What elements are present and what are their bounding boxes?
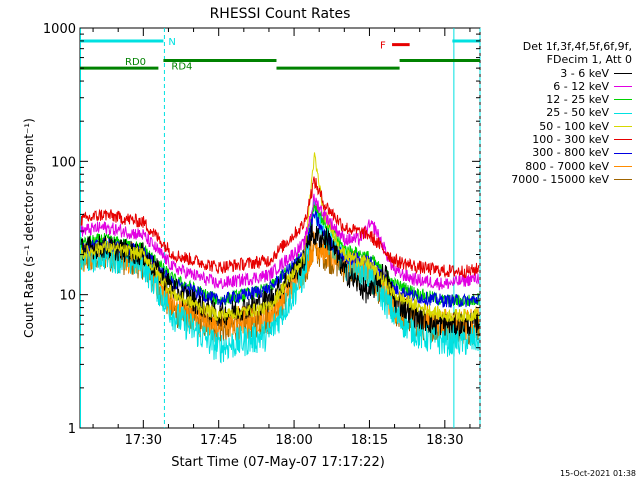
series-line-6-12kev xyxy=(80,193,480,291)
legend-item-7000-15000kev: 7000 - 15000 keV xyxy=(470,173,632,186)
chart-title: RHESSI Count Rates xyxy=(210,6,351,22)
series-line-3-6kev xyxy=(80,224,480,337)
y-tick-label: 1 xyxy=(68,422,76,437)
y-tick-label: 100 xyxy=(51,155,76,170)
legend-header-detectors: Det 1f,3f,4f,5f,6f,9f, xyxy=(522,40,632,53)
y-tick-label: 1000 xyxy=(43,22,76,37)
x-tick-label: 18:15 xyxy=(351,433,388,448)
legend-swatch xyxy=(614,139,632,141)
legend-item-12-25kev: 12 - 25 keV xyxy=(470,93,632,106)
legend-swatch xyxy=(614,112,632,114)
night-bar-label: N xyxy=(168,37,175,48)
series-line-25-50kev xyxy=(80,196,480,364)
x-tick-label: 18:30 xyxy=(426,433,463,448)
legend-label: 6 - 12 keV xyxy=(553,79,609,93)
legend-item-50-100kev: 50 - 100 keV xyxy=(470,120,632,133)
flare-bar-label: F xyxy=(380,41,386,52)
legend-label: 25 - 50 keV xyxy=(546,106,609,120)
legend-swatch xyxy=(614,86,632,88)
decimation-bar-label: RD4 xyxy=(171,62,192,73)
legend-swatch xyxy=(614,99,632,101)
plot-frame xyxy=(79,27,481,429)
legend-swatch xyxy=(614,165,632,167)
y-tick-label: 10 xyxy=(59,289,76,304)
y-axis-label: Count Rate (s⁻¹ detector segment⁻¹) xyxy=(22,118,36,338)
legend-label: 800 - 7000 keV xyxy=(525,159,609,173)
decimation-bar-label: RD0 xyxy=(125,57,146,68)
legend-header-attenuator: FDecim 1, Att 0 xyxy=(546,53,632,67)
legend-swatch xyxy=(614,72,632,74)
legend-item-25-50kev: 25 - 50 keV xyxy=(470,106,632,119)
series-line-100-300kev xyxy=(80,176,480,279)
x-tick-label: 17:45 xyxy=(200,433,237,448)
legend-swatch xyxy=(614,125,632,127)
legend-item-100-300kev: 100 - 300 keV xyxy=(470,133,632,146)
legend-label: 12 - 25 keV xyxy=(546,93,609,107)
legend-swatch xyxy=(614,152,632,154)
legend-item-3-6kev: 3 - 6 keV xyxy=(470,67,632,80)
legend-swatch xyxy=(614,179,632,181)
x-tick-label: 17:30 xyxy=(125,433,162,448)
legend-item-800-7000kev: 800 - 7000 keV xyxy=(470,160,632,173)
legend-label: 300 - 800 keV xyxy=(532,146,609,160)
legend-item-6-12kev: 6 - 12 keV xyxy=(470,80,632,93)
x-tick-label: 18:00 xyxy=(275,433,312,448)
x-axis-label: Start Time (07-May-07 17:17:22) xyxy=(171,455,385,470)
legend-item-300-800kev: 300 - 800 keV xyxy=(470,146,632,159)
legend-label: 3 - 6 keV xyxy=(560,66,609,80)
series-line-50-100kev xyxy=(80,152,480,323)
legend-label: 50 - 100 keV xyxy=(539,119,609,133)
legend-label: 100 - 300 keV xyxy=(532,133,609,147)
generation-timestamp: 15-Oct-2021 01:38 xyxy=(560,469,636,478)
legend: Det 1f,3f,4f,5f,6f,9f, FDecim 1, Att 0 3… xyxy=(470,40,632,186)
legend-label: 7000 - 15000 keV xyxy=(511,172,609,186)
